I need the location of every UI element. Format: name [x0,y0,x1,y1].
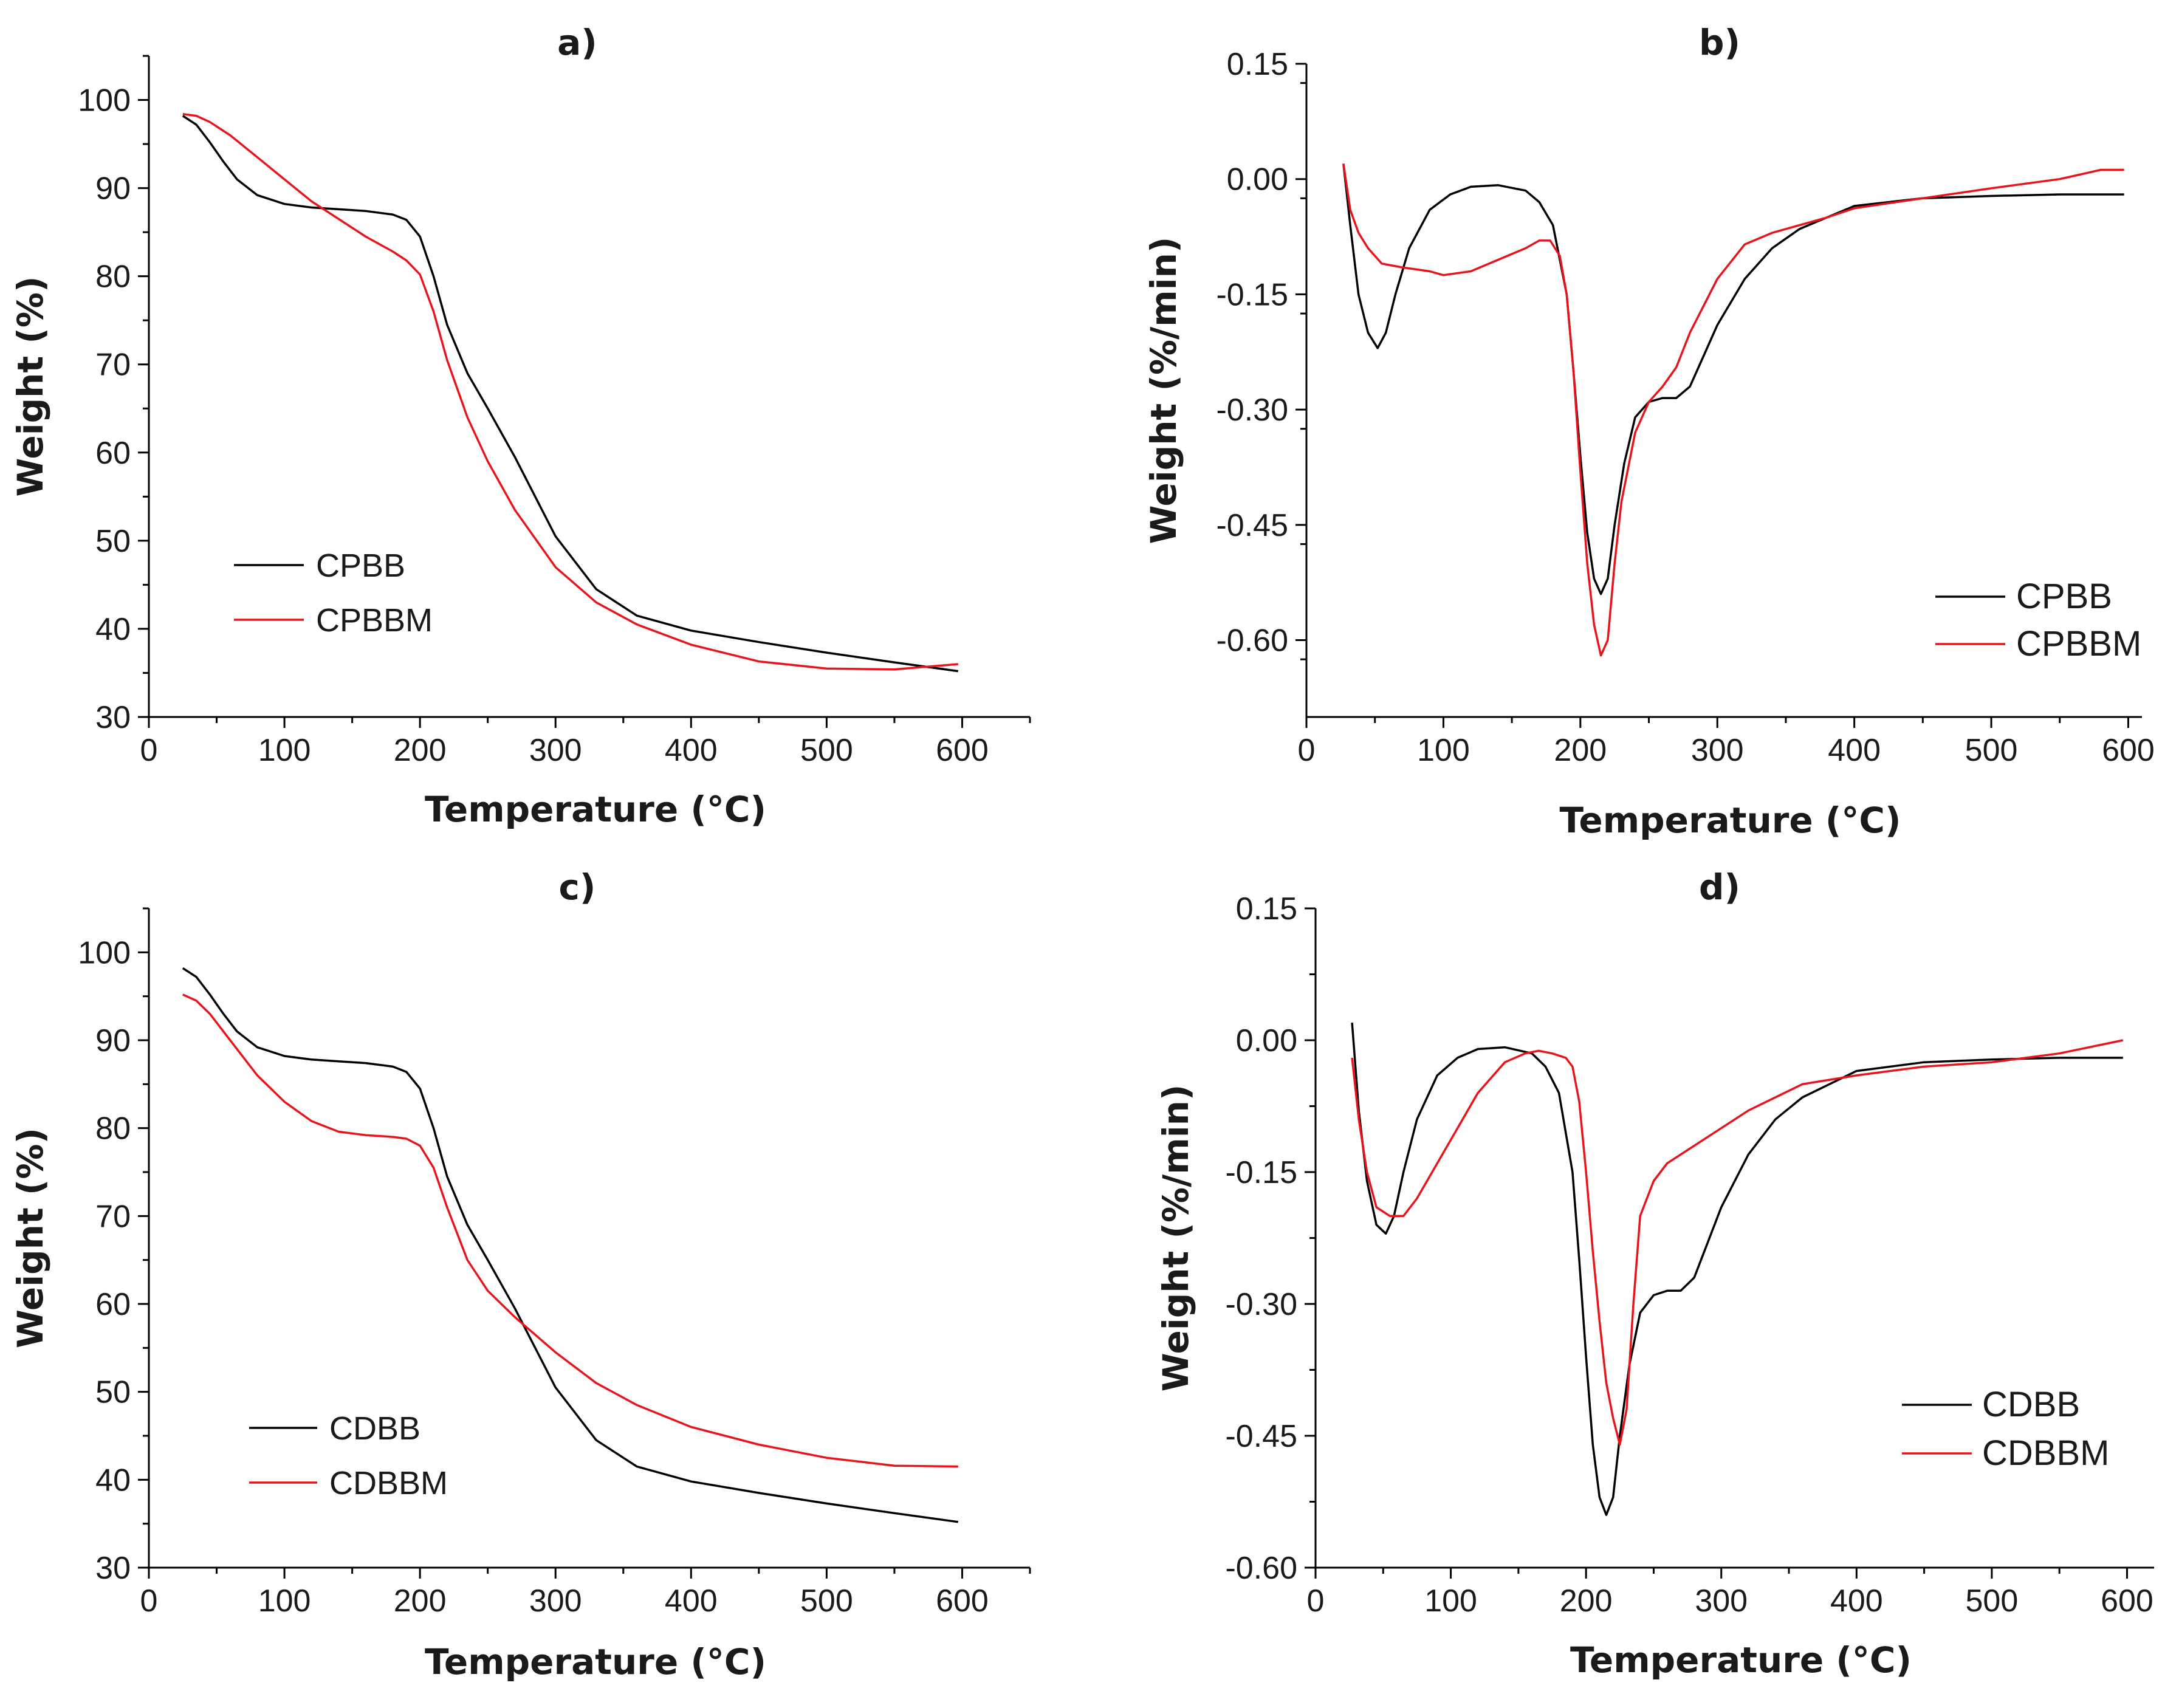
x-tick-label: 600 [936,733,989,768]
x-tick-label: 300 [529,1583,582,1619]
y-tick-label: -0.60 [1225,1551,1297,1586]
y-tick-label: 30 [95,1551,131,1586]
series-line-cpbbm [1342,163,2124,657]
y-tick-label: 60 [95,436,131,471]
series-line-cdbbm [182,993,958,1468]
y-axis-title: Weight (%) [10,1128,51,1348]
panel-title: b) [1699,22,1740,63]
chart-panel-c: 0 100 200 300 400 500 600 30 40 50 60 70 80 90 100 c) Te… [10,866,1031,1682]
y-tick-label: 80 [95,259,131,295]
x-tick-label: 200 [1554,733,1607,768]
panel-title: c) [559,866,596,908]
y-tick-label: 40 [95,612,131,647]
x-tick-label: 400 [665,733,718,768]
x-axis-title: Temperature (°C) [1570,1639,1912,1681]
x-tick-label: 500 [800,733,853,768]
series-line-cdbb [182,967,959,1523]
x-tick-label: 300 [529,733,582,768]
x-tick-label: 500 [800,1583,853,1619]
x-tick-label: 500 [1965,733,2018,768]
panel-title: a) [557,22,597,63]
x-tick-label: 200 [394,733,447,768]
panel-title: d) [1699,866,1740,908]
y-tick-label: 50 [95,524,131,559]
x-tick-label: 0 [140,1583,158,1619]
series-line-cdbbm [1351,1039,2124,1446]
x-tick-label: 400 [1828,733,1881,768]
x-axis-title: Temperature (°C) [1560,800,1901,841]
y-tick-label: -0.15 [1216,277,1288,312]
legend-label-cdbbm: CDBBM [329,1465,448,1501]
legend-label-cdbbm: CDBBM [1982,1433,2109,1473]
y-tick-label: 70 [95,1199,131,1234]
y-tick-label: 70 [95,348,131,383]
legend-label-cpbb: CPBB [2016,577,2112,616]
y-tick-label: -0.30 [1225,1287,1297,1322]
x-tick-label: 200 [1560,1583,1613,1619]
chart-panel-b: 0 100 200 300 400 500 600 0.15 0.00 -0.15 -0.30 -0.… [1143,22,2155,841]
x-tick-label: 100 [1424,1583,1477,1619]
chart-panel-d: 0 100 200 300 400 500 600 0.15 0.00 -0.15 -0.30 -0.… [1155,866,2154,1681]
series-line-cpbbm [182,112,958,671]
x-tick-label: 500 [1966,1583,2019,1619]
y-tick-label: 90 [95,171,131,207]
x-tick-label: 400 [1830,1583,1883,1619]
x-tick-label: 100 [1417,733,1470,768]
y-tick-label: 30 [95,700,131,735]
x-tick-label: 600 [2101,1583,2153,1619]
y-tick-label: 40 [95,1463,131,1498]
x-tick-label: 300 [1691,733,1744,768]
y-tick-label: 100 [78,935,131,970]
x-tick-label: 0 [1298,733,1316,768]
y-tick-label: 90 [95,1023,131,1058]
legend-label-cdbb: CDBB [329,1410,420,1447]
y-tick-label: -0.30 [1216,393,1288,428]
legend-label-cpbb: CPBB [316,547,405,584]
chart-panel-a: 0 100 200 300 400 500 600 30 40 50 60 70 80 90 100 a) Te… [10,22,1031,830]
x-axis-title: Temperature (°C) [425,1641,766,1682]
y-tick-label: -0.45 [1225,1419,1297,1454]
x-tick-label: 600 [936,1583,989,1619]
legend-label-cpbbm: CPBBM [316,602,433,639]
x-tick-label: 400 [665,1583,718,1619]
legend-label-cdbb: CDBB [1982,1385,2080,1424]
y-tick-label: -0.60 [1216,623,1288,659]
y-tick-label: 0.15 [1227,47,1288,82]
y-tick-label: 0.15 [1236,891,1297,927]
y-tick-label: 80 [95,1111,131,1147]
y-tick-label: 60 [95,1287,131,1322]
x-tick-label: 200 [394,1583,447,1619]
series-line-cdbb [1351,1022,2123,1516]
y-axis-title: Weight (%) [10,276,51,497]
y-tick-label: 50 [95,1375,131,1410]
x-tick-label: 100 [258,1583,311,1619]
y-tick-label: 0.00 [1236,1023,1297,1058]
series-line-cpbb [182,115,959,673]
y-tick-label: -0.45 [1216,508,1288,543]
x-tick-label: 0 [1307,1583,1325,1619]
x-tick-label: 100 [258,733,311,768]
y-tick-label: 100 [78,83,131,118]
legend-label-cpbbm: CPBBM [2016,624,2141,664]
x-tick-label: 300 [1695,1583,1748,1619]
x-tick-label: 0 [140,733,158,768]
y-tick-label: -0.15 [1225,1155,1297,1190]
y-axis-title: Weight (%/min) [1143,237,1184,544]
series-line-cpbb [1342,163,2124,595]
x-tick-label: 600 [2102,733,2155,768]
x-axis-title: Temperature (°C) [425,789,766,830]
y-tick-label: 0.00 [1227,162,1288,197]
y-axis-title: Weight (%/min) [1155,1085,1196,1392]
